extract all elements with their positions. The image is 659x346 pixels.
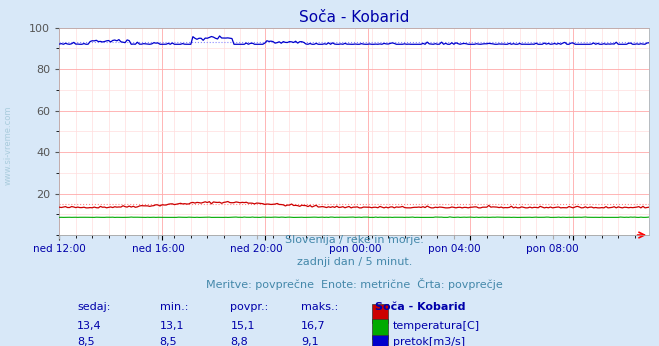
Text: Meritve: povprečne  Enote: metrične  Črta: povprečje: Meritve: povprečne Enote: metrične Črta:… [206,278,503,290]
Text: maks.:: maks.: [301,302,338,312]
Text: Soča - Kobarid: Soča - Kobarid [375,302,465,312]
Text: 8,8: 8,8 [231,337,248,346]
Text: 16,7: 16,7 [301,321,326,331]
Text: www.si-vreme.com: www.si-vreme.com [3,106,13,185]
Text: 8,5: 8,5 [159,337,177,346]
FancyBboxPatch shape [372,304,388,323]
Text: 9,1: 9,1 [301,337,319,346]
Text: Slovenija / reke in morje.: Slovenija / reke in morje. [285,235,424,245]
Text: 13,1: 13,1 [159,321,184,331]
Text: 15,1: 15,1 [231,321,255,331]
Text: povpr.:: povpr.: [231,302,269,312]
Text: sedaj:: sedaj: [77,302,110,312]
FancyBboxPatch shape [372,335,388,346]
Text: temperatura[C]: temperatura[C] [393,321,480,331]
Title: Soča - Kobarid: Soča - Kobarid [299,10,409,25]
Text: zadnji dan / 5 minut.: zadnji dan / 5 minut. [297,256,412,266]
Text: 13,4: 13,4 [77,321,101,331]
FancyBboxPatch shape [372,319,388,339]
Text: 8,5: 8,5 [77,337,95,346]
Text: pretok[m3/s]: pretok[m3/s] [393,337,465,346]
Text: min.:: min.: [159,302,188,312]
